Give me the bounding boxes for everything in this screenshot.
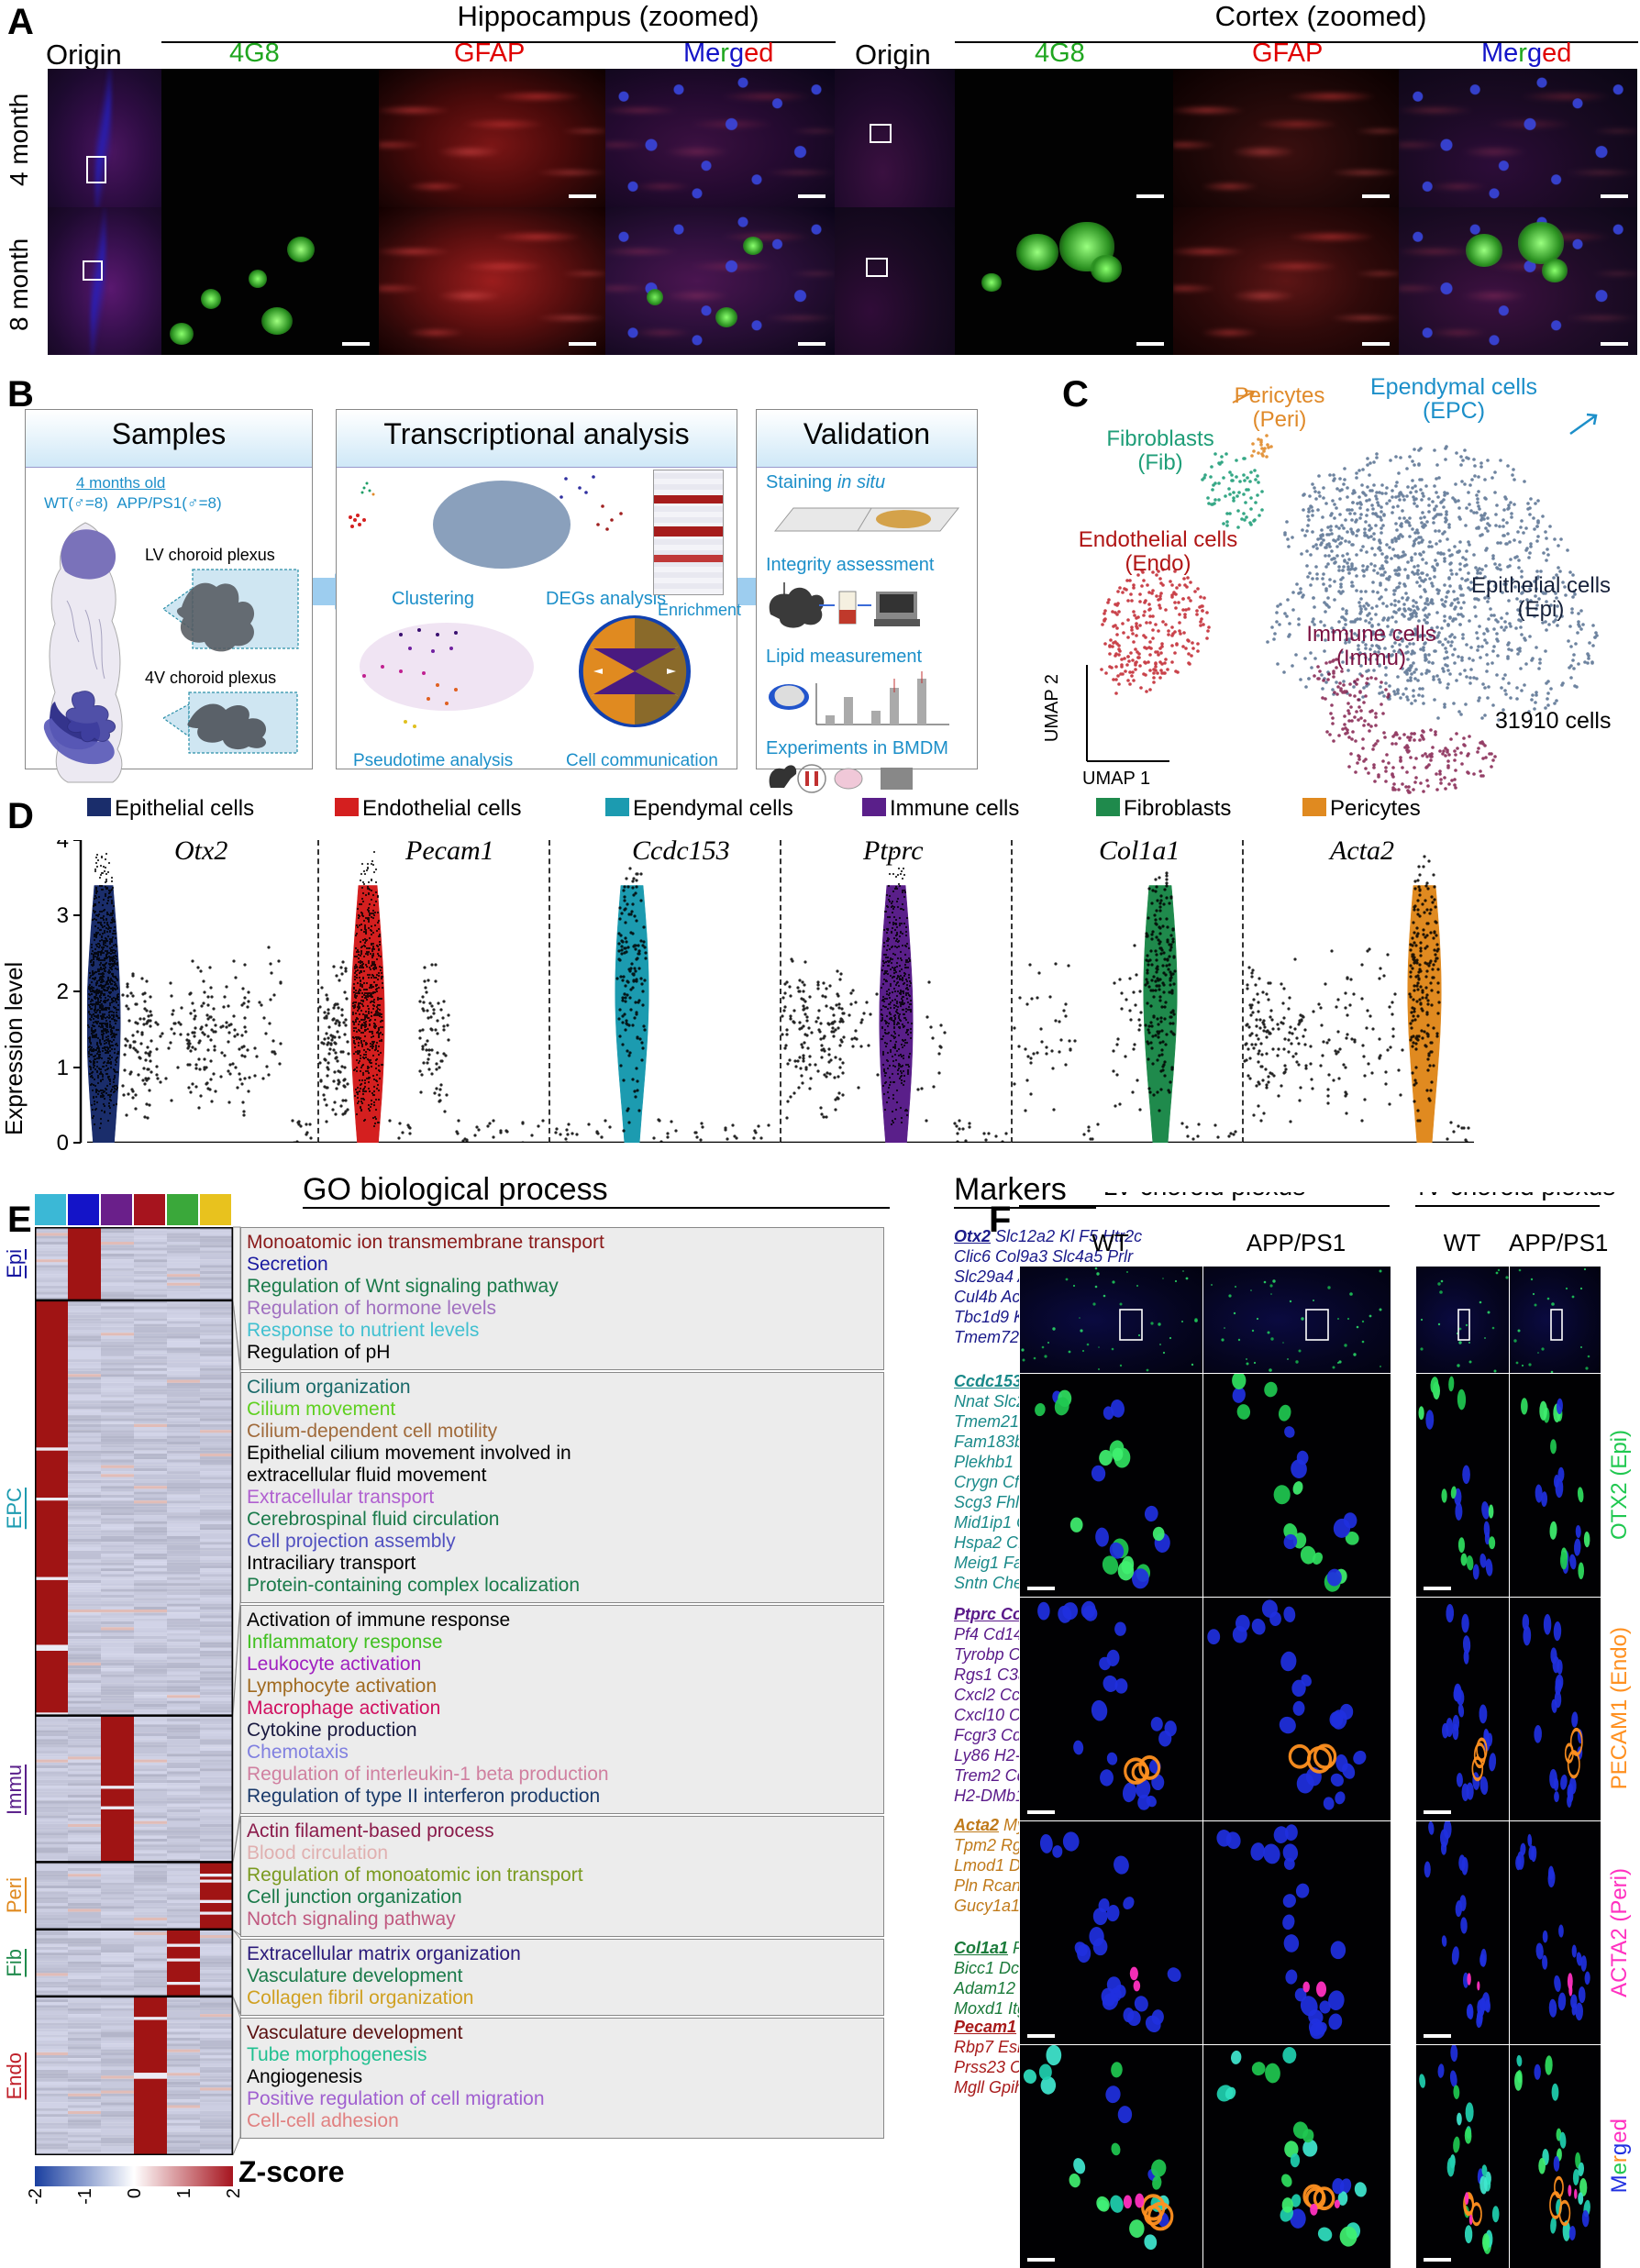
svg-text:1: 1 <box>57 1056 69 1080</box>
svg-text:0: 0 <box>57 1131 69 1156</box>
svg-text:4: 4 <box>57 840 69 853</box>
svg-text:2: 2 <box>57 979 69 1004</box>
svg-text:3: 3 <box>57 903 69 928</box>
